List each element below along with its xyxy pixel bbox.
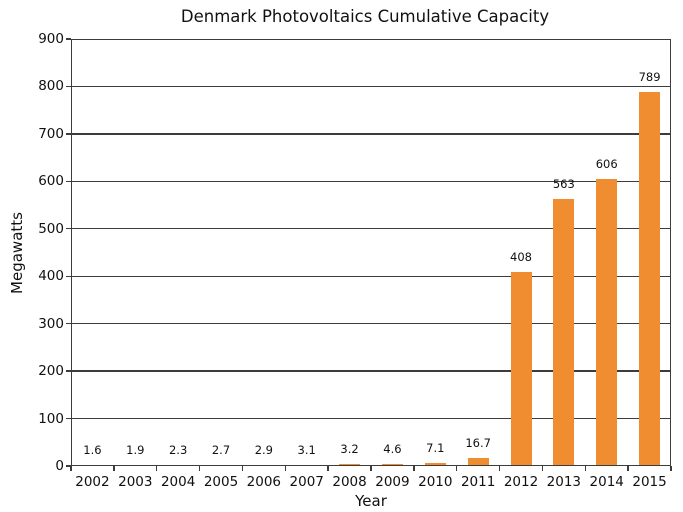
bar-value-label: 3.2 <box>340 442 359 457</box>
y-tick-label: 900 <box>38 31 64 47</box>
x-tick-label: 2002 <box>75 474 110 490</box>
bar-value-label: 408 <box>510 250 532 265</box>
x-tick-label: 2007 <box>289 474 324 490</box>
y-tick-label: 200 <box>38 363 64 380</box>
bar-value-label: 606 <box>595 156 618 171</box>
x-tick-label: 2003 <box>118 474 153 490</box>
bar-value-label: 789 <box>638 69 661 84</box>
y-tick <box>66 275 71 277</box>
y-tick-label: 500 <box>38 220 64 237</box>
bar-value-label: 7.1 <box>426 440 445 455</box>
x-tick <box>113 466 115 471</box>
x-tick <box>70 466 72 471</box>
x-tick-label: 2005 <box>203 474 239 490</box>
x-tick-label: 2012 <box>503 474 539 490</box>
x-tick <box>627 466 629 471</box>
bar <box>424 462 446 466</box>
y-tick-label: 700 <box>38 125 64 142</box>
chart-title: Denmark Photovoltaics Cumulative Capacit… <box>180 7 550 26</box>
x-tick <box>584 466 586 471</box>
x-tick <box>456 466 458 471</box>
x-tick-label: 2015 <box>632 474 667 490</box>
y-tick <box>66 417 71 420</box>
x-tick-label: 2006 <box>246 474 282 490</box>
x-tick <box>156 466 158 471</box>
bar <box>296 464 318 466</box>
bar <box>596 178 618 466</box>
grid-line <box>71 275 671 277</box>
y-tick <box>66 228 71 230</box>
y-tick <box>66 38 71 40</box>
bar-value-label: 1.6 <box>83 443 102 458</box>
x-tick-label: 2013 <box>546 474 582 490</box>
x-tick <box>498 466 501 471</box>
grid-line <box>71 85 671 88</box>
x-tick <box>327 466 329 471</box>
plot-frame <box>71 39 671 466</box>
bar-value-label: 16.7 <box>465 436 491 451</box>
y-tick <box>66 370 71 372</box>
bar <box>210 464 232 466</box>
y-tick-label: 800 <box>38 78 64 95</box>
x-tick <box>198 466 201 471</box>
bar-value-label: 2.9 <box>254 442 273 457</box>
bar <box>253 464 275 466</box>
bar <box>81 465 103 466</box>
grid-line <box>71 228 671 230</box>
bar-value-label: 2.7 <box>211 442 231 457</box>
y-tick <box>66 133 71 135</box>
grid-line <box>71 180 671 183</box>
x-tick <box>284 466 286 471</box>
y-tick-label: 300 <box>38 315 64 332</box>
x-tick-label: 2009 <box>375 474 410 490</box>
y-tick <box>66 465 71 467</box>
grid-line <box>71 417 671 420</box>
grid-line <box>71 370 671 372</box>
bar <box>467 458 489 466</box>
bar <box>167 464 189 466</box>
y-tick <box>66 180 71 183</box>
bar <box>510 272 532 466</box>
y-tick-label: 100 <box>38 410 64 427</box>
y-tick-label: 0 <box>55 458 64 474</box>
x-axis-label: Year <box>355 492 387 510</box>
x-tick <box>370 466 372 471</box>
bar-value-label: 1.9 <box>126 443 145 458</box>
bar <box>639 91 661 466</box>
y-tick-label: 600 <box>38 173 64 190</box>
grid-line <box>71 322 671 325</box>
bar-value-label: 4.6 <box>383 441 402 456</box>
bar-value-label: 563 <box>552 176 575 191</box>
bar-value-label: 2.3 <box>168 442 188 457</box>
bar <box>381 463 403 466</box>
x-tick-label: 2011 <box>460 474 496 490</box>
x-tick <box>413 466 415 471</box>
bar <box>553 198 575 466</box>
x-tick <box>241 466 244 471</box>
y-tick <box>66 322 71 325</box>
x-tick-label: 2008 <box>332 474 367 490</box>
bar <box>339 464 361 466</box>
x-tick <box>541 466 544 471</box>
x-tick-label: 2004 <box>160 474 196 490</box>
bar-value-label: 3.1 <box>297 442 316 457</box>
y-tick-label: 400 <box>38 268 64 285</box>
bar <box>124 465 146 466</box>
x-tick-label: 2010 <box>418 474 453 490</box>
x-tick <box>670 466 672 471</box>
plot-area: 1.6 1.9 2.3 2.7 2.9 3.1 3.2 4.6 7.1 16.7 408 563 606… <box>71 39 671 466</box>
x-tick-label: 2014 <box>589 474 624 490</box>
y-tick <box>66 85 71 88</box>
grid-line <box>71 133 671 135</box>
